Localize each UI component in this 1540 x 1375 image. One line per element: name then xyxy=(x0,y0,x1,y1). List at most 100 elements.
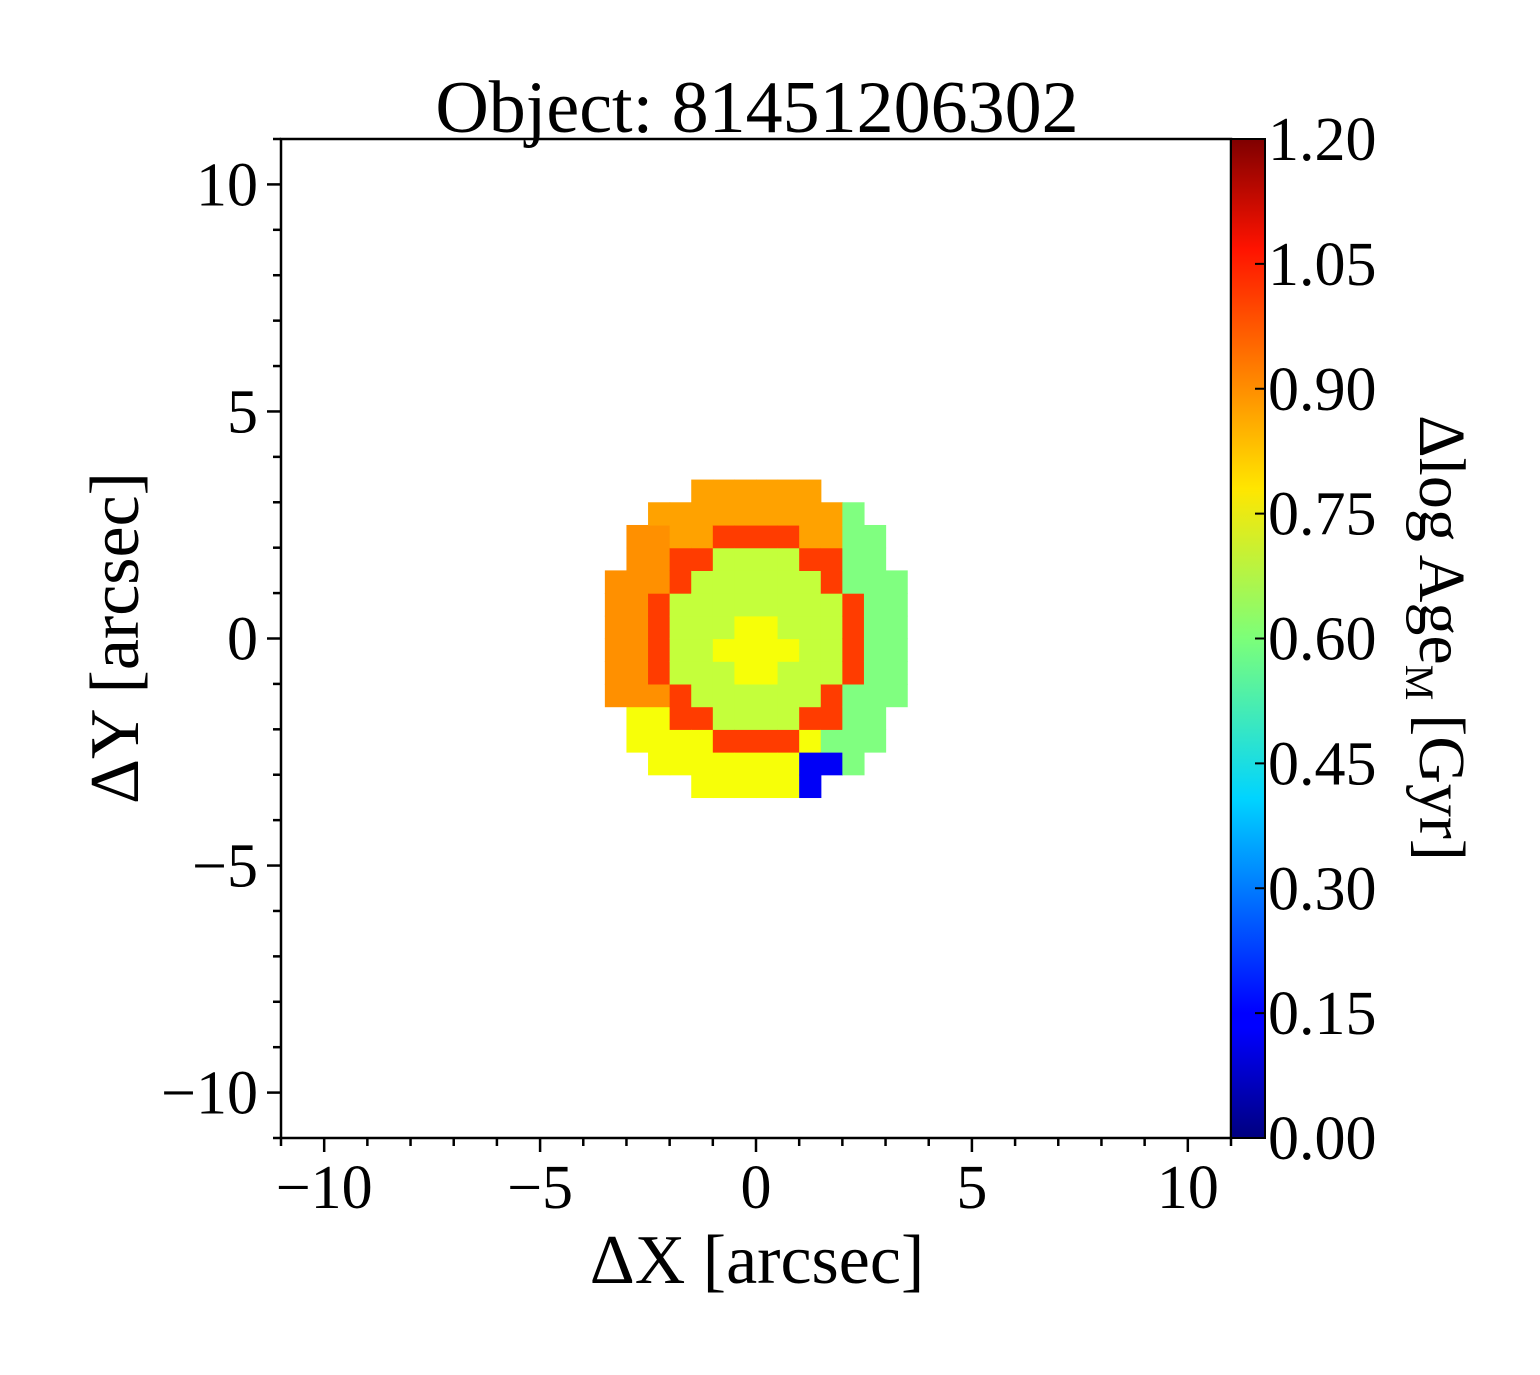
map-pixel xyxy=(648,706,671,730)
colorbar-ticks: 1.20 1.05 0.90 0.75 0.60 0.45 0.30 0.15 0.00 xyxy=(1255,106,1377,1173)
map-pixel xyxy=(669,706,692,730)
y-tick-label: −5 xyxy=(192,833,258,901)
map-pixel xyxy=(777,593,800,617)
map-pixel xyxy=(777,502,800,526)
map-pixel xyxy=(820,524,843,549)
map-pixel xyxy=(648,615,671,640)
colorbar-tick-label: 0.15 xyxy=(1268,980,1377,1048)
map-pixel xyxy=(820,547,843,571)
map-pixel xyxy=(756,593,779,617)
map-pixel xyxy=(712,706,736,730)
map-pixel xyxy=(863,570,887,594)
colorbar-label-sub: M xyxy=(1397,665,1442,701)
map-pixel xyxy=(604,593,628,617)
y-tick-label: 0 xyxy=(227,606,258,674)
map-pixel xyxy=(863,615,887,640)
map-pixel xyxy=(604,638,628,662)
map-pixel xyxy=(669,615,692,640)
map-pixel xyxy=(756,502,779,526)
map-pixel xyxy=(712,479,736,503)
map-pixel xyxy=(734,774,757,799)
map-pixel xyxy=(734,547,757,571)
y-axis-label: ΔY [arcsec] xyxy=(77,472,154,804)
map-pixel xyxy=(799,661,822,685)
map-pixel xyxy=(669,638,692,662)
map-pixel xyxy=(712,615,736,640)
y-tick-label: −10 xyxy=(161,1060,258,1128)
map-pixel xyxy=(863,706,887,730)
map-pixel xyxy=(756,706,779,730)
map-pixel xyxy=(799,615,822,640)
map-pixel xyxy=(669,683,692,708)
map-pixel xyxy=(712,547,736,571)
map-pixel xyxy=(756,683,779,708)
map-pixel xyxy=(842,638,865,662)
map-pixel xyxy=(885,683,908,708)
map-pixel xyxy=(756,547,779,571)
colorbar-tick-label: 1.20 xyxy=(1268,106,1377,174)
map-pixel xyxy=(842,706,865,730)
map-pixel xyxy=(691,683,714,708)
map-pixel xyxy=(863,638,887,662)
map-pixel xyxy=(691,752,714,776)
map-pixel xyxy=(734,479,757,503)
map-pixel xyxy=(756,729,779,753)
map-pixel xyxy=(842,752,865,776)
map-pixel xyxy=(669,752,692,776)
map-pixel xyxy=(842,729,865,753)
y-axis: 10 5 0 −5 −10 xyxy=(161,137,281,1140)
map-pixel xyxy=(669,593,692,617)
map-pixel xyxy=(691,593,714,617)
map-pixel xyxy=(842,570,865,594)
map-pixel xyxy=(820,502,843,526)
map-pixel xyxy=(691,524,714,549)
map-pixel xyxy=(799,479,822,503)
map-pixel xyxy=(712,729,736,753)
map-pixel xyxy=(648,661,671,685)
colorbar-label-unit: [Gyr] xyxy=(1405,714,1478,861)
map-pixel xyxy=(734,638,757,662)
map-pixel xyxy=(799,524,822,549)
map-pixel xyxy=(691,615,714,640)
map-pixel xyxy=(756,570,779,594)
map-pixel xyxy=(626,570,649,594)
map-pixel xyxy=(777,479,800,503)
map-pixel xyxy=(712,661,736,685)
map-pixel xyxy=(626,661,649,685)
y-tick-label: 5 xyxy=(227,378,258,446)
map-pixel xyxy=(691,479,714,503)
x-tick-label: 0 xyxy=(741,1154,772,1222)
map-pixel xyxy=(712,752,736,776)
map-pixel xyxy=(756,479,779,503)
map-pixel xyxy=(691,774,714,799)
map-pixel xyxy=(734,683,757,708)
map-pixel xyxy=(604,570,628,594)
map-pixel xyxy=(712,593,736,617)
map-pixel xyxy=(777,729,800,753)
chart-title: Object: 81451206302 xyxy=(435,67,1078,149)
map-pixel xyxy=(799,593,822,617)
map-pixel xyxy=(777,638,800,662)
map-pixel xyxy=(777,752,800,776)
map-pixel xyxy=(756,524,779,549)
map-pixel xyxy=(799,502,822,526)
map-pixel xyxy=(842,524,865,549)
map-pixel xyxy=(691,729,714,753)
map-pixel xyxy=(669,502,692,526)
map-pixel xyxy=(604,661,628,685)
map-pixel xyxy=(756,752,779,776)
x-axis: −10 −5 0 5 10 xyxy=(276,1138,1233,1222)
map-pixel xyxy=(820,593,843,617)
map-pixel xyxy=(626,683,649,708)
map-pixel xyxy=(712,638,736,662)
pixel-map xyxy=(604,479,908,799)
map-pixel xyxy=(691,502,714,526)
map-pixel xyxy=(604,683,628,708)
map-pixel xyxy=(799,706,822,730)
map-pixel xyxy=(756,774,779,799)
map-pixel xyxy=(799,729,822,753)
map-pixel xyxy=(734,570,757,594)
map-pixel xyxy=(734,661,757,685)
x-tick-label: −5 xyxy=(507,1154,573,1222)
map-pixel xyxy=(648,547,671,571)
